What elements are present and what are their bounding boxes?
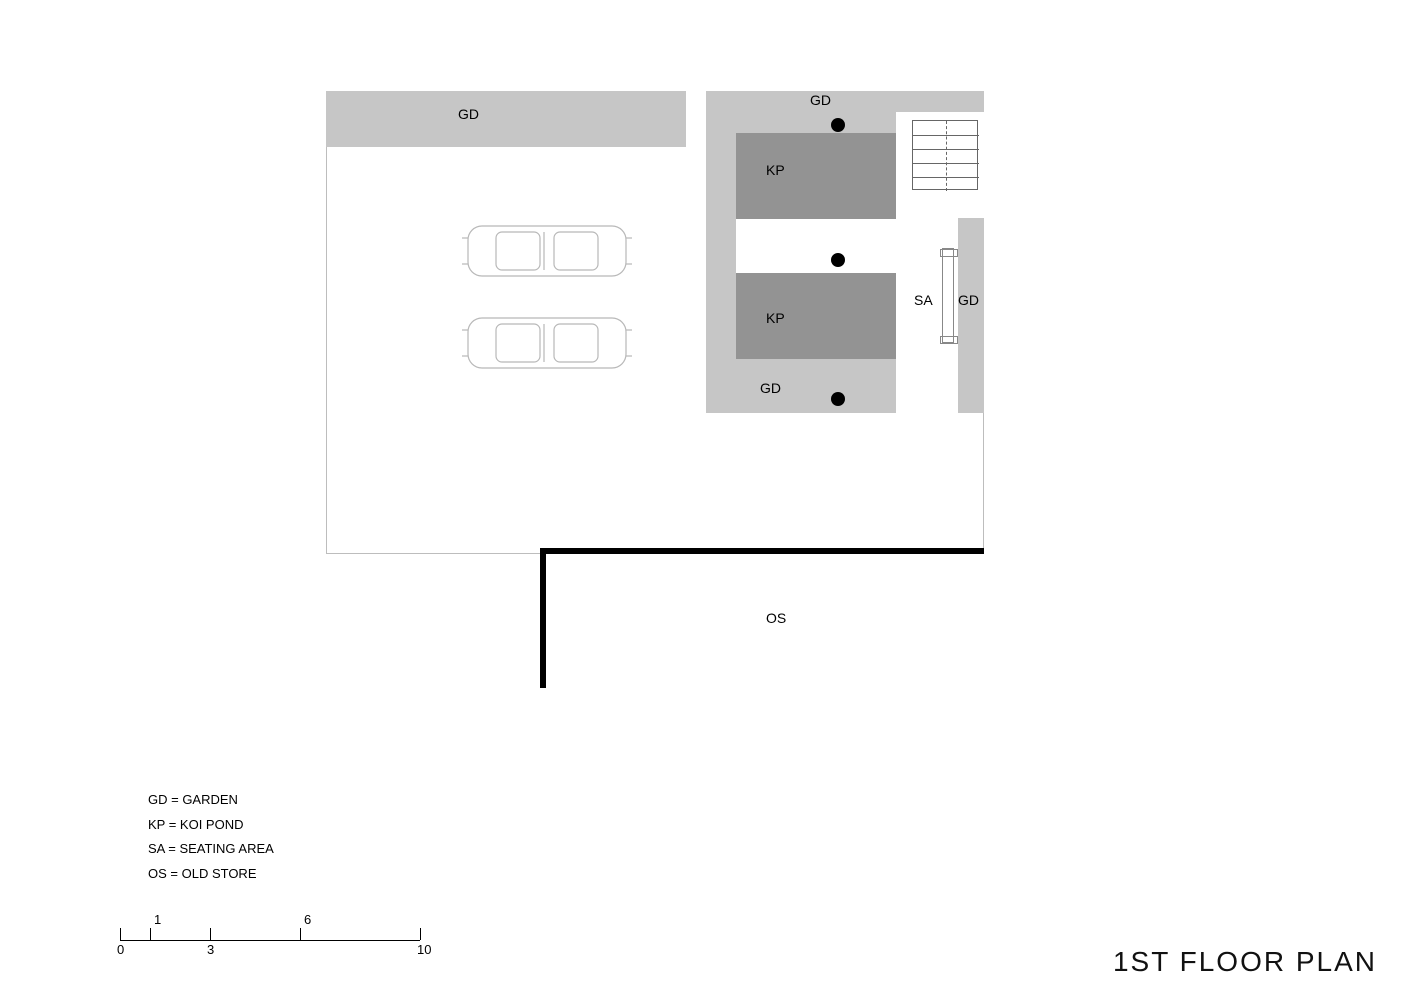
scale-label: 0	[117, 942, 124, 957]
car-icon	[462, 310, 632, 376]
label-gd-right: GD	[958, 292, 979, 308]
scale-bar: 160310	[120, 928, 440, 968]
legend-item: GD = GARDEN	[148, 788, 274, 813]
zone-pond2	[736, 273, 896, 359]
label-os: OS	[766, 610, 786, 626]
label-gd-top-left: GD	[458, 106, 479, 122]
column-dot	[831, 253, 845, 267]
column-dot	[831, 118, 845, 132]
legend-item: OS = OLD STORE	[148, 862, 274, 887]
scale-label: 6	[304, 912, 311, 927]
floor-plan-canvas: GD GD KP KP GD SA GD OS GD = GARDEN KP =…	[0, 0, 1415, 1000]
zone-pond1	[736, 133, 896, 219]
zone-garden-top-left	[326, 91, 686, 147]
legend: GD = GARDEN KP = KOI POND SA = SEATING A…	[148, 788, 274, 887]
zone-garden-top-vertical-gap-left	[686, 91, 706, 147]
column-dot	[831, 392, 845, 406]
label-kp-1: KP	[766, 162, 785, 178]
wall-horizontal	[540, 548, 984, 554]
zone-garden-bottom-strip	[706, 359, 896, 413]
label-sa: SA	[914, 292, 933, 308]
stairs	[912, 120, 978, 190]
label-kp-2: KP	[766, 310, 785, 326]
label-gd-top-right: GD	[810, 92, 831, 108]
drawing-title: 1ST FLOOR PLAN	[1113, 946, 1377, 978]
legend-item: SA = SEATING AREA	[148, 837, 274, 862]
car-icon	[462, 218, 632, 284]
scale-label: 1	[154, 912, 161, 927]
bench	[942, 248, 954, 343]
scale-label: 3	[207, 942, 214, 957]
zone-walkway	[736, 219, 896, 273]
wall-vertical	[540, 548, 546, 688]
label-gd-bottom: GD	[760, 380, 781, 396]
scale-label: 10	[417, 942, 431, 957]
legend-item: KP = KOI POND	[148, 813, 274, 838]
